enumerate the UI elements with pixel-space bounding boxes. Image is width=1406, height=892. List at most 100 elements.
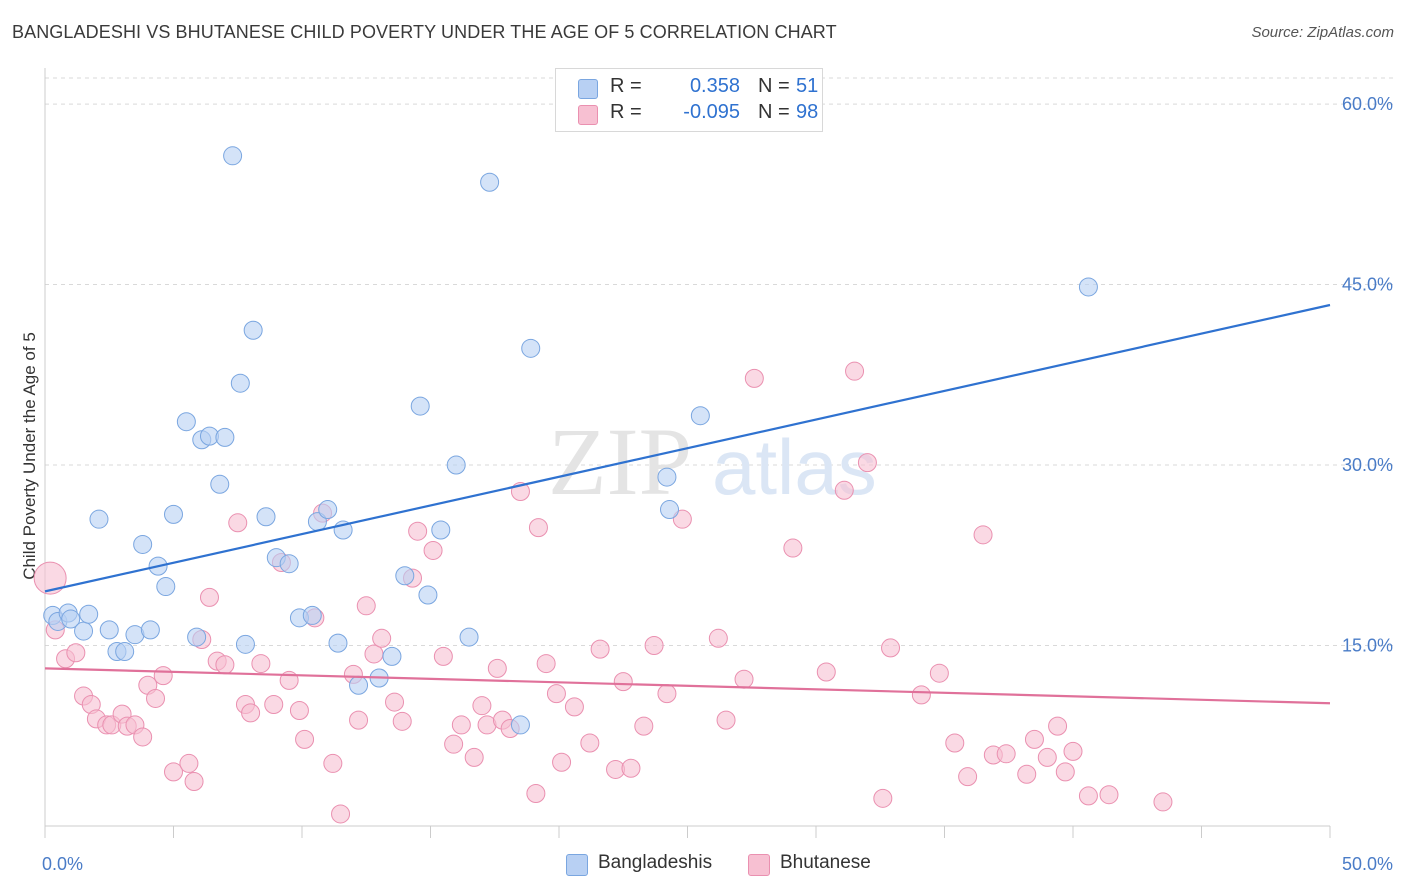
bhutanese-point	[552, 752, 572, 772]
bhutanese-point	[744, 368, 764, 388]
bhutanese-point	[133, 727, 153, 747]
bhutanese-point	[857, 453, 877, 473]
legend-n-value: 98	[796, 101, 819, 123]
bangladeshi-point	[480, 172, 500, 192]
series-legend: Bangladeshis Bhutanese	[0, 852, 1406, 878]
bhutanese-point	[634, 716, 654, 736]
bangladeshi-trend-line	[44, 303, 1331, 593]
y-tick-labels: 15.0% 30.0% 45.0% 60.0%	[1342, 94, 1393, 655]
chart-source: Source: ZipAtlas.com	[1251, 24, 1394, 41]
bangladeshi-point	[140, 620, 160, 640]
bangladeshi-point	[431, 520, 451, 540]
bhutanese-point	[423, 540, 443, 560]
bhutanese-point	[289, 700, 309, 720]
bhutanese-point	[621, 758, 641, 778]
bhutanese-point	[911, 685, 931, 705]
bhutanese-point	[1063, 741, 1083, 761]
legend-swatch-pink	[578, 105, 598, 125]
bangladeshi-point	[215, 427, 235, 447]
bhutanese-point	[945, 733, 965, 753]
bhutanese-point	[1099, 785, 1119, 805]
correlation-legend: R = 0.358 N = 51 R = -0.095 N = 98	[555, 68, 823, 132]
bhutanese-point	[881, 638, 901, 658]
bangladeshi-point	[459, 627, 479, 647]
bhutanese-point	[153, 666, 173, 686]
bhutanese-point	[783, 538, 803, 558]
y-tick-label: 15.0%	[1342, 636, 1393, 656]
bhutanese-point	[672, 509, 692, 529]
legend-label: Bhutanese	[780, 852, 871, 873]
legend-r-value: -0.095	[683, 101, 740, 123]
bangladeshi-point	[446, 455, 466, 475]
x-tick-labels: 0.0% 50.0%	[42, 854, 1393, 874]
bhutanese-point	[184, 771, 204, 791]
bangladeshi-point	[256, 507, 276, 527]
bhutanese-point	[179, 753, 199, 773]
grid-lines	[45, 77, 1395, 647]
bangladeshi-point	[660, 500, 680, 520]
bangladeshi-point	[187, 627, 207, 647]
trend-lines	[44, 303, 1331, 705]
bhutanese-point	[580, 733, 600, 753]
legend-swatch-blue	[566, 854, 588, 876]
legend-r-label: R =	[610, 101, 642, 123]
chart-title: BANGLADESHI VS BHUTANESE CHILD POVERTY U…	[12, 22, 837, 42]
bhutanese-point	[546, 684, 566, 704]
bhutanese-point	[973, 525, 993, 545]
bhutanese-point	[444, 734, 464, 754]
bangladeshi-point	[230, 373, 250, 393]
bhutanese-point	[356, 596, 376, 616]
bhutanese-point	[215, 655, 235, 675]
bhutanese-point	[392, 711, 412, 731]
bangladeshi-point	[349, 675, 369, 695]
bhutanese-point	[873, 788, 893, 808]
bhutanese-point	[323, 753, 343, 773]
x-tick-label: 0.0%	[42, 854, 83, 874]
bhutanese-point	[1037, 747, 1057, 767]
bangladeshi-point	[657, 467, 677, 487]
bhutanese-point	[564, 697, 584, 717]
bhutanese-point	[644, 636, 664, 656]
bangladeshi-point	[235, 634, 255, 654]
bhutanese-point	[241, 703, 261, 723]
x-tick-label: 50.0%	[1342, 854, 1393, 874]
bhutanese-point	[834, 480, 854, 500]
bhutanese-point	[33, 561, 67, 595]
bhutanese-point	[996, 744, 1016, 764]
bangladeshi-point	[418, 585, 438, 605]
bangladeshi-point	[74, 621, 94, 641]
bhutanese-point	[613, 672, 633, 692]
legend-swatch-pink	[748, 854, 770, 876]
bangladeshi-point	[164, 504, 183, 524]
bhutanese-point	[433, 646, 453, 666]
bangladeshi-point	[302, 605, 322, 625]
bhutanese-point	[1055, 762, 1075, 782]
bangladeshi-point	[279, 554, 299, 574]
bhutanese-point	[1017, 764, 1037, 784]
bhutanese-point	[66, 643, 86, 663]
bangladeshi-point	[318, 500, 338, 520]
legend-n-value: 51	[796, 75, 819, 97]
bangladeshi-point	[223, 146, 243, 166]
bhutanese-point	[816, 662, 836, 682]
bhutanese-trend-line	[44, 667, 1331, 705]
bhutanese-point	[487, 658, 507, 678]
bangladeshi-point	[115, 642, 135, 662]
bhutanese-point	[1024, 729, 1044, 749]
bhutanese-point	[251, 654, 271, 674]
bhutanese-point	[451, 715, 471, 735]
legend-n-label: N =	[758, 75, 790, 97]
bangladeshi-point	[410, 396, 430, 416]
bangladeshi-point	[176, 412, 196, 432]
bhutanese-point	[657, 684, 677, 704]
bangladeshi-point	[395, 566, 415, 586]
bhutanese-point	[845, 361, 865, 381]
bangladeshi-point	[156, 577, 176, 597]
bangladeshi-point	[99, 620, 119, 640]
bhutanese-point	[408, 521, 428, 541]
bangladeshi-point	[382, 646, 402, 666]
bhutanese-point	[536, 654, 556, 674]
bhutanese-point	[1078, 786, 1098, 806]
legend-label: Bangladeshis	[598, 852, 713, 873]
